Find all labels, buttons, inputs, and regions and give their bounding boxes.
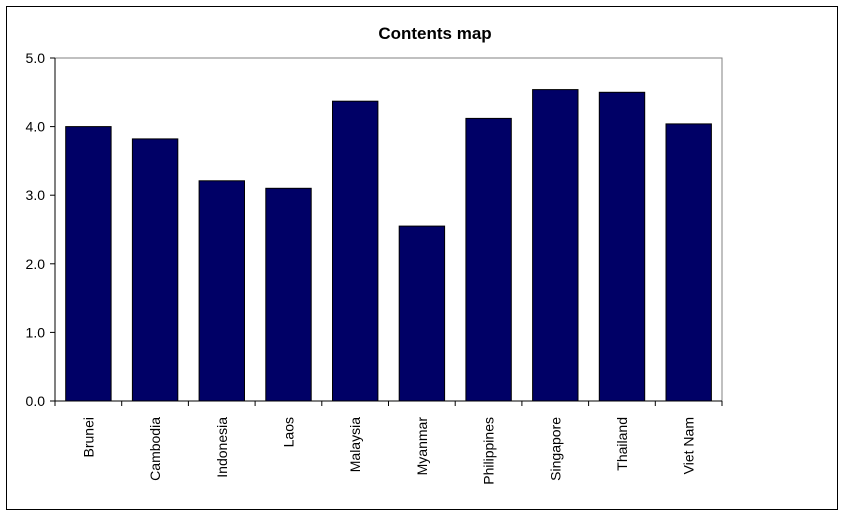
x-tick-label: Viet Nam (681, 417, 697, 474)
x-tick-label: Myanmar (414, 417, 430, 476)
x-tick-label: Philippines (481, 417, 497, 485)
y-tick-label: 5.0 (26, 50, 46, 66)
x-tick-label: Indonesia (214, 417, 230, 478)
x-tick-label: Cambodia (147, 417, 163, 481)
x-tick-label: Brunei (80, 417, 96, 457)
bar (131, 138, 179, 402)
y-tick-label: 2.0 (26, 256, 46, 272)
y-tick-label: 1.0 (26, 324, 46, 340)
bar (198, 180, 246, 402)
x-tick-label: Singapore (547, 417, 563, 481)
bar (332, 100, 379, 402)
y-tick-label: 0.0 (26, 393, 46, 409)
x-tick-label: Thailand (614, 417, 630, 471)
bar (532, 89, 579, 402)
bar (65, 126, 112, 402)
labels-layer: 0.0 1.0 2.0 3.0 4.0 5.0 Brunei Cambodia Indonesi… (26, 50, 697, 485)
axes-layer (50, 57, 723, 406)
y-tick-label: 3.0 (26, 187, 46, 203)
chart-title: Contents map (378, 24, 491, 43)
bar (665, 123, 712, 402)
bars-layer (65, 89, 712, 402)
bar (465, 117, 512, 402)
x-tick-label: Laos (280, 417, 296, 447)
y-tick-label: 4.0 (26, 119, 46, 135)
bar (398, 225, 446, 402)
bar (265, 187, 312, 402)
x-tick-label: Malaysia (347, 417, 363, 472)
bar (598, 91, 646, 402)
